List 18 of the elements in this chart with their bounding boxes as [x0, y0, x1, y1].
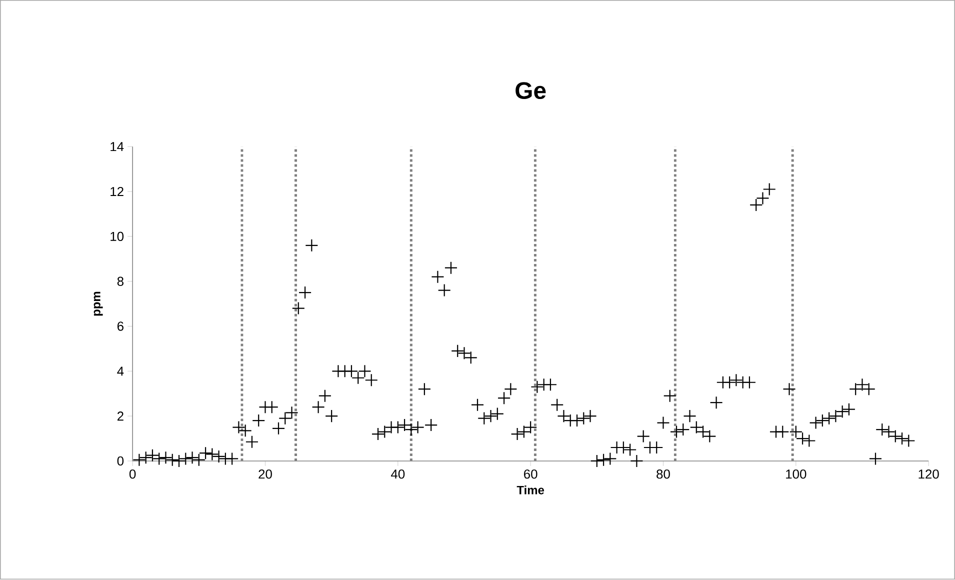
x-axis-title: Time [516, 486, 544, 495]
x-tick-label: 60 [524, 470, 538, 479]
x-tick-label: 80 [656, 470, 670, 479]
y-tick-label: 6 [117, 322, 124, 332]
y-tick-label: 10 [110, 232, 124, 242]
chart-title: Ge [516, 82, 546, 100]
y-axis-title: ppm [94, 292, 103, 316]
x-tick-label: 20 [258, 470, 272, 479]
y-tick-label: 4 [117, 366, 124, 376]
x-tick-label: 120 [918, 470, 939, 479]
x-tick-label: 0 [129, 470, 136, 479]
y-tick-label: 12 [110, 187, 124, 196]
y-tick-label: 14 [110, 142, 124, 152]
x-tick-label: 40 [390, 470, 405, 479]
y-tick-label: 0 [117, 456, 124, 466]
y-tick-label: 8 [117, 276, 124, 286]
y-tick-label: 2 [117, 412, 124, 421]
x-tick-label: 100 [786, 470, 806, 479]
